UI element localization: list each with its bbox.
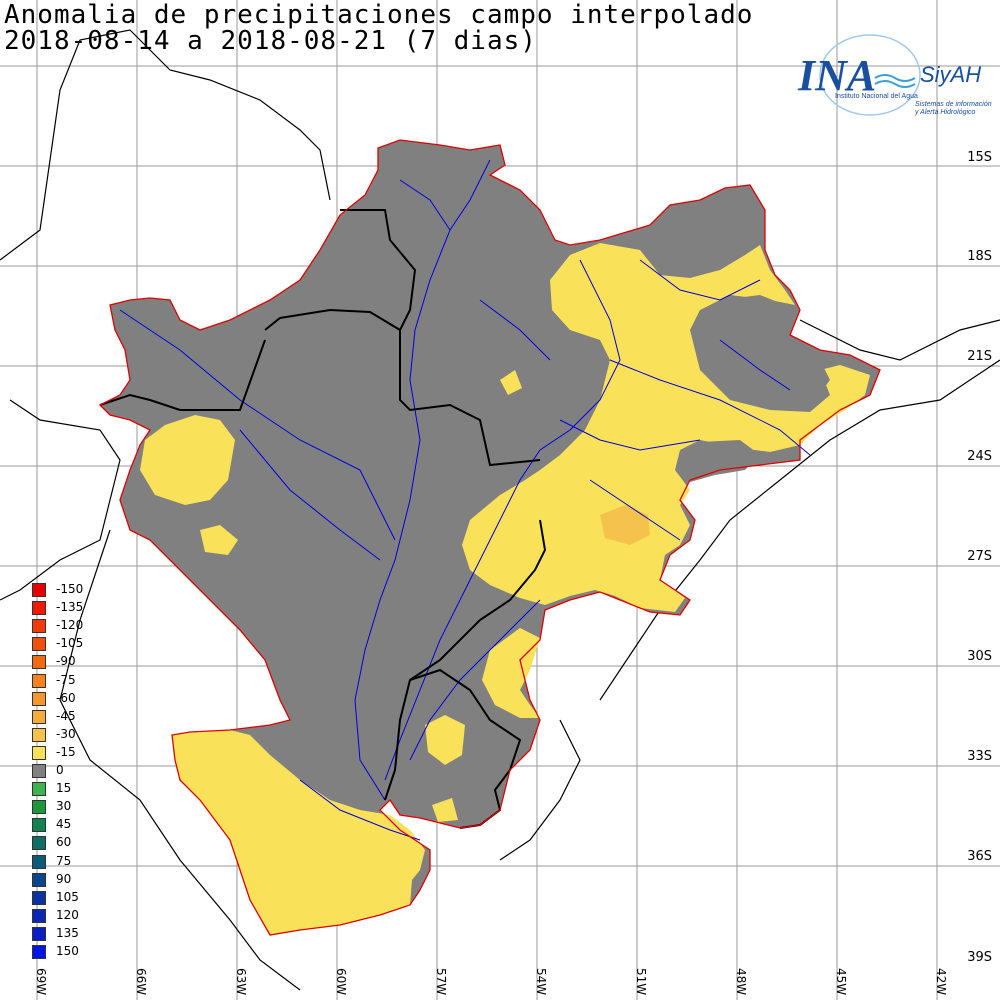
legend-swatch [32,782,46,797]
legend-label: -150 [56,582,84,596]
legend-swatch [32,926,46,941]
legend-swatch [32,727,46,742]
lon-label-51w: 51W [634,968,648,996]
legend-label: -135 [56,600,84,615]
legend-swatch [32,619,46,634]
legend-label: 90 [56,871,72,886]
lon-label-60w: 60W [334,968,348,996]
legend-swatch [32,691,46,706]
legend-item: 45 [32,816,132,834]
legend-item: 15 [32,780,132,798]
lon-label-45w: 45W [834,968,848,996]
legend-label: -75 [56,672,76,687]
lat-label-39s: 39S [967,950,992,965]
legend-label: 120 [56,907,79,922]
logo-caption-3: y Alerta Hidrológico [914,109,976,116]
legend-swatch [32,709,46,724]
legend-item: -105 [32,635,132,653]
logo-siyah-text: SiyAH [920,62,981,87]
legend-swatch [32,655,46,670]
legend-label: 105 [56,889,79,904]
legend-swatch [32,854,46,869]
legend-item: -120 [32,617,132,635]
legend-item: 60 [32,834,132,852]
legend-swatch [32,637,46,652]
logo-wave-icon [874,74,916,88]
legend-label: 60 [56,835,72,850]
legend-item: -30 [32,726,132,744]
lat-label-15s: 15S [967,150,992,165]
legend-label: 135 [56,925,79,940]
legend-item: -135 [32,599,132,617]
legend-item: 75 [32,853,132,871]
legend-item: -45 [32,708,132,726]
legend-item: 135 [32,925,132,943]
ina-siyah-logo: INA SiyAH Instituto Nacional del Agua Si… [797,34,992,116]
map-date-range: 2018-08-14 a 2018-08-21 (7 dias) [4,26,537,56]
lon-label-66w: 66W [134,968,148,996]
legend-item: -60 [32,690,132,708]
legend-item: -150 [32,581,132,599]
lat-label-24s: 24S [967,449,992,464]
legend-item: -75 [32,672,132,690]
legend-label: 0 [56,763,64,777]
legend-label: 30 [56,799,72,814]
legend-swatch [32,872,46,887]
legend-swatch [32,800,46,815]
lon-label-57w: 57W [434,968,448,996]
legend-swatch [32,836,46,851]
map-title: Anomalia de precipitaciones campo interp… [4,0,754,30]
legend-swatch [32,601,46,616]
lon-label-63w: 63W [234,968,248,996]
legend-item: 120 [32,907,132,925]
lat-label-36s: 36S [967,849,992,864]
legend-label: -90 [56,654,76,669]
country-borders [0,29,1000,991]
legend-swatch [32,673,46,688]
legend-item: 30 [32,798,132,816]
legend-swatch [32,745,46,760]
lat-label-27s: 27S [967,549,992,564]
lat-label-30s: 30S [967,649,992,664]
rivers [119,159,811,841]
logo-caption-2: Sistemas de información [915,101,992,108]
legend-swatch [32,583,46,597]
logo-caption-1: Instituto Nacional del Agua [835,93,918,100]
legend-label: -30 [56,726,76,741]
legend-label: 75 [56,853,72,868]
logo-ina-text: INA [797,51,876,100]
legend-label: -105 [56,636,84,651]
lat-label-18s: 18S [967,249,992,264]
legend-label: 45 [56,817,72,832]
legend-item: -90 [32,653,132,671]
lat-label-33s: 33S [967,749,992,764]
lon-label-42w: 42W [934,968,948,996]
legend-swatch [32,908,46,923]
lat-label-21s: 21S [967,349,992,364]
legend-item: 0 [32,762,132,780]
legend-label: 150 [56,944,79,958]
legend-label: 15 [56,781,72,796]
lon-label-54w: 54W [534,968,548,996]
legend-item: 90 [32,871,132,889]
legend-item: 150 [32,943,132,961]
anomaly-neg30-area [600,505,650,545]
legend-swatch [32,818,46,833]
lon-label-69w: 69W [34,968,48,996]
anomaly-neg15-areas [140,243,870,935]
legend-label: -120 [56,618,84,633]
legend-item: -15 [32,744,132,762]
basin-outline [98,139,881,936]
legend-item: 105 [32,889,132,907]
legend-swatch [32,945,46,959]
legend-label: -45 [56,708,76,723]
legend-label: -15 [56,744,76,759]
anomaly-zero-holes [680,295,830,482]
legend-swatch [32,764,46,778]
lon-label-48w: 48W [734,968,748,996]
legend-swatch [32,890,46,905]
legend-label: -60 [56,690,76,705]
